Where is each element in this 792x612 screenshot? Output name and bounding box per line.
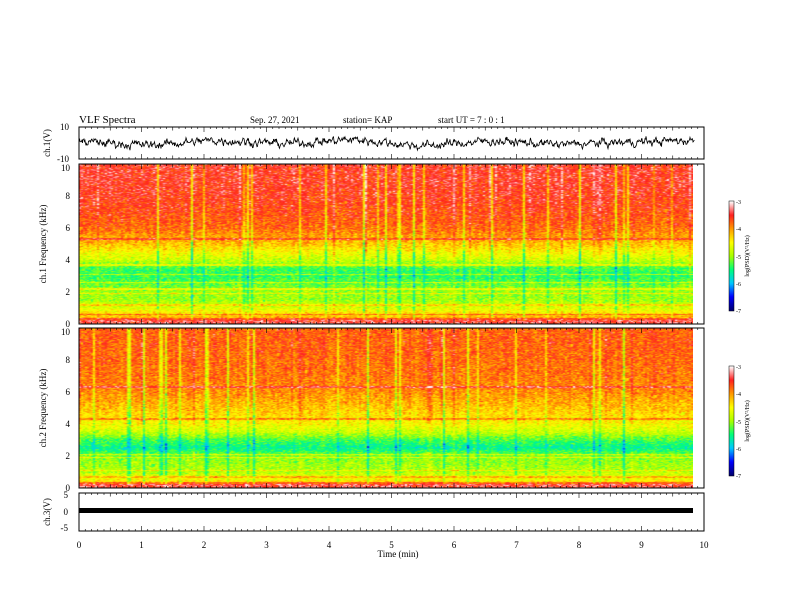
ch2-freq-tick-4: 4 — [66, 419, 71, 429]
time-axis-tick-labels: 0 1 2 3 4 5 6 7 8 9 10 — [77, 540, 709, 550]
ch1-spectrogram-image — [79, 164, 693, 324]
ch1-waveform-ticks — [78, 127, 705, 159]
ch1-spectrogram-ticks — [78, 164, 705, 324]
ch3-ytick-0: 0 — [64, 507, 69, 517]
time-tick-label: 2 — [202, 540, 207, 550]
ch1-freq-tick-6: 6 — [66, 223, 71, 233]
ch1-ytick-bottom: -10 — [57, 154, 69, 164]
figure-title: VLF Spectra — [79, 114, 136, 126]
ch2-spectrogram-ticks — [78, 328, 705, 488]
ch1-colorbar: -3 -4 -5 -6 -7 log(PSD)(V²/Hz) — [728, 200, 751, 315]
ch1-cbar-tick-7: -7 — [736, 309, 741, 315]
ch2-cbar-tick-6: -6 — [736, 447, 741, 453]
ch2-cbar-tick-5: -5 — [736, 420, 741, 426]
time-tick-label: 10 — [700, 540, 710, 550]
ch3-waveform-ylabel: ch.3(V) — [42, 498, 52, 526]
header-start-time: start UT = 7 : 0 : 1 — [438, 115, 505, 125]
ch3-waveform-ticks — [78, 493, 705, 531]
ch1-ytick-top: 10 — [60, 122, 70, 132]
header-station: station= KAP — [343, 115, 392, 125]
ch3-waveform-panel: 5 0 -5 ch.3(V) — [42, 490, 705, 533]
ch2-cbar-tick-3: -3 — [736, 365, 741, 371]
ch1-colorbar-frame — [728, 200, 735, 312]
ch1-cbar-tick-4: -4 — [736, 227, 741, 233]
ch2-colorbar-gradient — [729, 366, 734, 476]
time-tick-label: 6 — [452, 540, 457, 550]
ch1-spectrogram-panel: 0 2 4 6 8 10 ch.1 Frequency (kHz) — [38, 163, 705, 329]
ch2-colorbar-frame — [728, 365, 735, 477]
ch1-label-line1: ch.1 Frequency (kHz) — [38, 205, 48, 284]
ch2-spectrogram-panel: 0 2 4 6 8 10 ch.2 Frequency (kHz) — [38, 327, 705, 493]
time-axis-label: Time (min) — [378, 549, 419, 559]
ch2-colorbar-label: log(PSD)(V²/Hz) — [744, 400, 751, 441]
time-tick-label: 0 — [77, 540, 82, 550]
ch1-freq-tick-10: 10 — [61, 163, 71, 173]
ch1-trace — [78, 135, 695, 152]
ch3-ytick-minus5: -5 — [61, 523, 69, 533]
ch1-freq-tick-4: 4 — [66, 255, 71, 265]
ch2-freq-tick-6: 6 — [66, 387, 71, 397]
ch1-colorbar-label: log(PSD)(V²/Hz) — [744, 235, 751, 276]
time-tick-label: 8 — [577, 540, 582, 550]
ch1-freq-tick-2: 2 — [66, 287, 71, 297]
ch3-trace — [79, 508, 693, 513]
ch1-freq-tick-0: 0 — [66, 319, 71, 329]
time-tick-label: 3 — [264, 540, 269, 550]
time-tick-label: 1 — [139, 540, 144, 550]
ch2-label-line1: ch.2 Frequency (kHz) — [38, 369, 48, 448]
ch2-cbar-tick-7: -7 — [736, 474, 741, 480]
time-tick-label: 7 — [514, 540, 519, 550]
ch2-cbar-tick-4: -4 — [736, 392, 741, 398]
ch1-cbar-tick-3: -3 — [736, 200, 741, 206]
time-tick-label: 5 — [389, 540, 394, 550]
ch2-freq-tick-8: 8 — [66, 355, 71, 365]
ch1-spectrogram-ylabel: ch.1 Frequency (kHz) — [38, 205, 48, 284]
ch3-ytick-5: 5 — [64, 490, 69, 500]
ch1-freq-tick-8: 8 — [66, 191, 71, 201]
ch1-colorbar-gradient — [729, 201, 734, 311]
ch1-cbar-tick-6: -6 — [736, 282, 741, 288]
header-date: Sep. 27, 2021 — [250, 115, 300, 125]
ch1-waveform-ylabel: ch.1(V) — [42, 129, 52, 157]
time-tick-label: 9 — [639, 540, 644, 550]
ch1-cbar-tick-5: -5 — [736, 255, 741, 261]
time-tick-label: 4 — [327, 540, 332, 550]
ch2-freq-tick-2: 2 — [66, 451, 71, 461]
ch2-colorbar: -3 -4 -5 -6 -7 log(PSD)(V²/Hz) — [728, 365, 751, 480]
ch2-freq-tick-10: 10 — [61, 327, 71, 337]
ch2-spectrogram-image — [79, 328, 693, 488]
ch2-freq-tick-0: 0 — [66, 483, 71, 493]
ch2-spectrogram-ylabel: ch.2 Frequency (kHz) — [38, 369, 48, 448]
ch1-waveform-panel: 10 -10 ch.1(V) — [42, 122, 705, 164]
